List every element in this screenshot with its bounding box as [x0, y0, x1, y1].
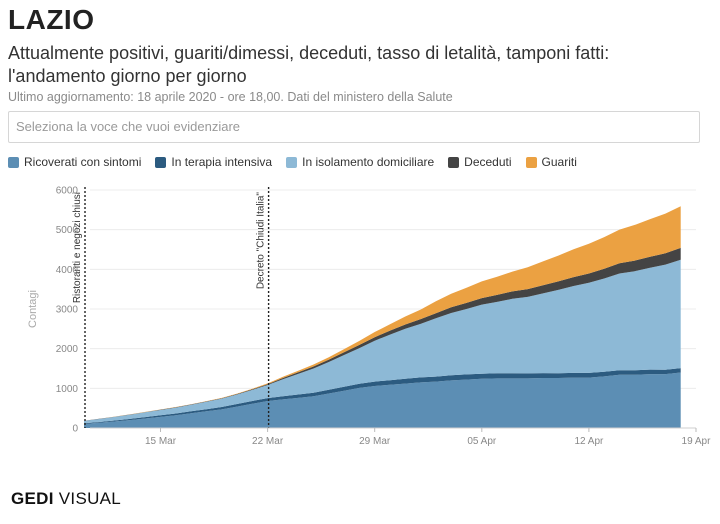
- y-tick-label: 5000: [56, 225, 79, 236]
- x-tick-label: 05 Apr: [467, 436, 497, 447]
- chart-annotations: Ristoranti e negozi chiusi Decreto "Chiud…: [72, 187, 270, 428]
- legend-item-terapia[interactable]: In terapia intensiva: [155, 155, 272, 169]
- x-tick-label: 19 Apr: [682, 436, 712, 447]
- stacked-area-chart: Ristoranti e negozi chiusi Decreto "Chiud…: [27, 186, 711, 448]
- brand-name-part2: VISUAL: [53, 489, 122, 508]
- annotation-label: Ristoranti e negozi chiusi: [72, 192, 83, 303]
- legend-label-guariti: Guariti: [541, 155, 577, 169]
- page-subtitle: Attualmente positivi, guariti/dimessi, d…: [8, 43, 610, 86]
- y-tick-label: 6000: [56, 186, 79, 197]
- annotation-label: Decreto "Chiudi Italia": [256, 192, 267, 290]
- area-isolamento[interactable]: [84, 259, 681, 424]
- page-title: LAZIO: [8, 4, 95, 35]
- y-tick-label: 4000: [56, 265, 79, 276]
- legend-swatch-ricoverati: [8, 156, 19, 168]
- legend-item-ricoverati[interactable]: Ricoverati con sintomi: [8, 155, 141, 169]
- chart-legend: Ricoverati con sintomi In terapia intens…: [8, 154, 591, 170]
- highlight-select-placeholder: Seleziona la voce che vuoi evidenziare: [16, 119, 241, 134]
- legend-label-ricoverati: Ricoverati con sintomi: [24, 155, 142, 169]
- legend-label-isolamento: In isolamento domiciliare: [302, 155, 435, 169]
- legend-item-deceduti[interactable]: Deceduti: [448, 155, 512, 169]
- x-tick-label: 29 Mar: [359, 436, 391, 447]
- chart-areas: [84, 206, 681, 428]
- legend-swatch-isolamento: [286, 156, 298, 168]
- area-terapia[interactable]: [84, 368, 681, 424]
- legend-swatch-terapia: [155, 156, 167, 168]
- x-tick-label: 22 Mar: [252, 436, 284, 447]
- y-tick-label: 0: [72, 424, 78, 435]
- y-axis-label: Contagi: [27, 290, 39, 328]
- legend-label-deceduti: Deceduti: [464, 155, 512, 169]
- legend-swatch-deceduti: [448, 156, 460, 168]
- y-tick-label: 1000: [56, 384, 79, 395]
- area-ricoverati[interactable]: [84, 372, 681, 429]
- legend-item-guariti[interactable]: Guariti: [525, 155, 577, 169]
- highlight-select-input[interactable]: Seleziona la voce che vuoi evidenziare: [8, 111, 700, 143]
- x-tick-label: 12 Apr: [574, 436, 604, 447]
- last-updated-text: Ultimo aggiornamento: 18 aprile 2020 - o…: [8, 90, 453, 104]
- legend-label-terapia: In terapia intensiva: [171, 155, 273, 169]
- area-deceduti[interactable]: [84, 247, 681, 421]
- x-tick-label: 15 Mar: [145, 436, 177, 447]
- legend-swatch-guariti: [525, 156, 537, 168]
- chart-axes: 0 1000 2000 3000 4000 5000 6000 15 Mar 22 Mar 29 …: [56, 186, 711, 448]
- legend-item-isolamento[interactable]: In isolamento domiciliare: [286, 155, 434, 169]
- brand-name-part1: GEDI: [11, 489, 54, 508]
- y-tick-label: 3000: [56, 305, 79, 316]
- gedi-visual-logo: GEDI VISUAL: [11, 489, 121, 509]
- y-tick-label: 2000: [56, 344, 79, 355]
